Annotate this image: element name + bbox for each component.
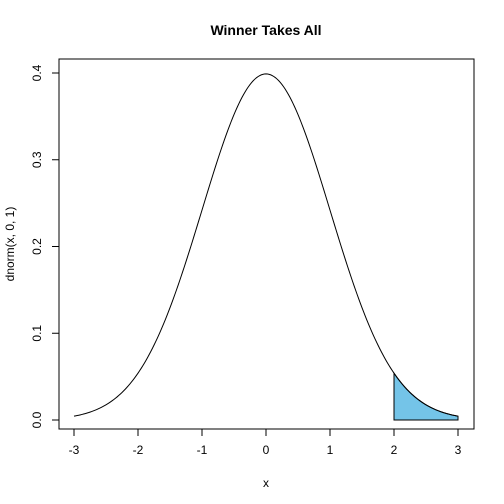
x-tick-label: 1 (327, 443, 334, 457)
chart-title: Winner Takes All (210, 22, 321, 38)
y-axis-label: dnorm(x, 0, 1) (3, 207, 17, 282)
y-tick-label: 0.1 (30, 325, 44, 342)
x-tick-label: -1 (197, 443, 208, 457)
y-tick-label: 0.0 (30, 411, 44, 428)
y-axis: 0.0 0.1 0.2 0.3 0.4 (30, 64, 60, 428)
x-axis: -3 -2 -1 0 1 2 3 (69, 428, 462, 457)
x-tick-label: 0 (263, 443, 270, 457)
y-tick-label: 0.4 (30, 64, 44, 81)
x-tick-label: -2 (133, 443, 144, 457)
density-curve (73, 73, 459, 417)
x-tick-label: 3 (455, 443, 462, 457)
upper-tail-area (393, 371, 459, 421)
x-tick-label: -3 (69, 443, 80, 457)
x-tick-label: 2 (391, 443, 398, 457)
y-tick-label: 0.3 (30, 151, 44, 168)
plot-box (58, 58, 475, 430)
y-tick-label: 0.2 (30, 238, 44, 255)
x-axis-label: x (263, 476, 269, 490)
